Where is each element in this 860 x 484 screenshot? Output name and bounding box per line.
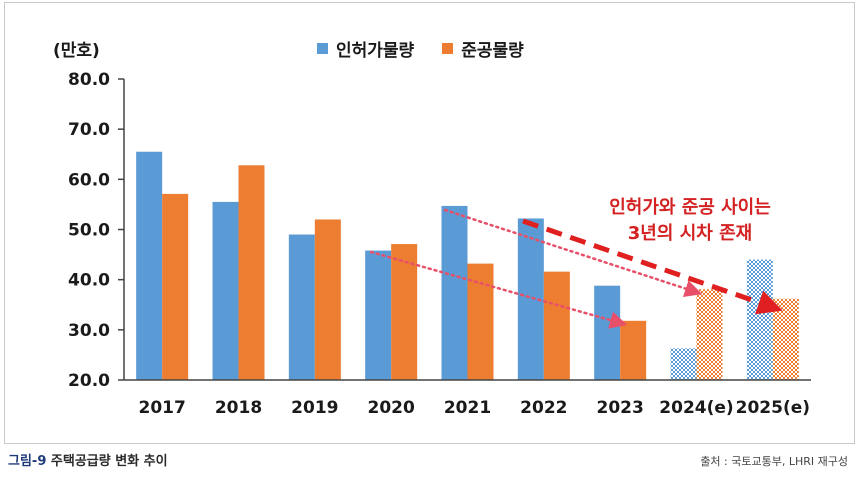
chart-plot: 2017 2018 2019 2020 2021 2022 2023 2024(e) 2025(… bbox=[68, 70, 811, 418]
bar-completions-2022 bbox=[543, 271, 570, 380]
trend-arrows bbox=[369, 208, 783, 329]
x-tick-label: 2022 bbox=[520, 398, 567, 418]
y-unit-label: (만호) bbox=[53, 41, 100, 61]
figure-number: 그림-9 bbox=[8, 454, 47, 469]
chart-annotation: 인허가와 준공 사이는 3년의 시차 존재 bbox=[565, 195, 815, 247]
x-tick-label: 2018 bbox=[215, 398, 262, 418]
y-tick-label: 40.0 bbox=[68, 271, 110, 291]
source-note: 출처 : 국토교통부, LHRI 재구성 bbox=[700, 455, 848, 468]
trend-arrow-2020-2023 bbox=[369, 250, 628, 329]
bar-completions-2017 bbox=[162, 193, 189, 380]
annotation-line-2: 3년의 시차 존재 bbox=[627, 223, 753, 244]
legend-item-completions: 준공물량 bbox=[442, 36, 524, 61]
legend: 인허가물량 준공물량 bbox=[317, 36, 524, 61]
legend-swatch-completions bbox=[442, 43, 454, 54]
bar-completions-2023 bbox=[620, 320, 647, 380]
x-tick-label: 2023 bbox=[597, 398, 644, 418]
figure-caption: 그림-9 주택공급량 변화 추이 bbox=[8, 450, 168, 469]
legend-label-completions: 준공물량 bbox=[461, 41, 524, 61]
axes: 2017 2018 2019 2020 2021 2022 2023 2024(e) 2025(… bbox=[68, 70, 811, 418]
x-tick-label: 2017 bbox=[139, 398, 186, 418]
bar-permits-2017 bbox=[136, 151, 163, 380]
y-tick-label: 50.0 bbox=[68, 221, 110, 241]
y-tick-label: 60.0 bbox=[68, 170, 110, 190]
trend-arrow-2022-2025 bbox=[522, 218, 783, 315]
x-tick-label: 2019 bbox=[291, 398, 338, 418]
bar-completions-2024(e) bbox=[696, 289, 723, 380]
x-tick-label: 2025(e) bbox=[736, 398, 810, 418]
legend-label-permits: 인허가물량 bbox=[336, 41, 415, 61]
bar-permits-2018 bbox=[212, 201, 239, 380]
bar-completions-2025(e) bbox=[772, 298, 799, 380]
bar-permits-2025(e) bbox=[746, 259, 773, 380]
bar-permits-2019 bbox=[288, 234, 315, 380]
y-tick-label: 70.0 bbox=[68, 120, 110, 140]
chart-frame: 2017 2018 2019 2020 2021 2022 2023 2024(e) 2025(… bbox=[4, 2, 855, 444]
bar-permits-2024(e) bbox=[670, 348, 697, 380]
y-tick-label: 80.0 bbox=[68, 70, 110, 90]
bar-completions-2020 bbox=[391, 244, 418, 380]
x-tick-label: 2021 bbox=[444, 398, 491, 418]
bar-completions-2019 bbox=[314, 219, 341, 380]
bar-permits-2023 bbox=[594, 285, 621, 380]
bar-completions-2018 bbox=[238, 165, 265, 380]
annotation-line-1: 인허가와 준공 사이는 bbox=[609, 197, 771, 218]
bar-permits-2021 bbox=[441, 205, 468, 380]
y-tick-label: 30.0 bbox=[68, 321, 110, 341]
bar-permits-2020 bbox=[365, 250, 392, 380]
y-tick-label: 20.0 bbox=[68, 371, 110, 391]
bar-group bbox=[136, 151, 799, 380]
figure-title: 주택공급량 변화 추이 bbox=[50, 454, 168, 469]
x-tick-label: 2024(e) bbox=[659, 398, 733, 418]
x-tick-label: 2020 bbox=[368, 398, 415, 418]
legend-swatch-permits bbox=[317, 43, 328, 54]
legend-item-permits: 인허가물량 bbox=[317, 36, 414, 61]
trend-arrow-2021-2024 bbox=[443, 208, 703, 297]
